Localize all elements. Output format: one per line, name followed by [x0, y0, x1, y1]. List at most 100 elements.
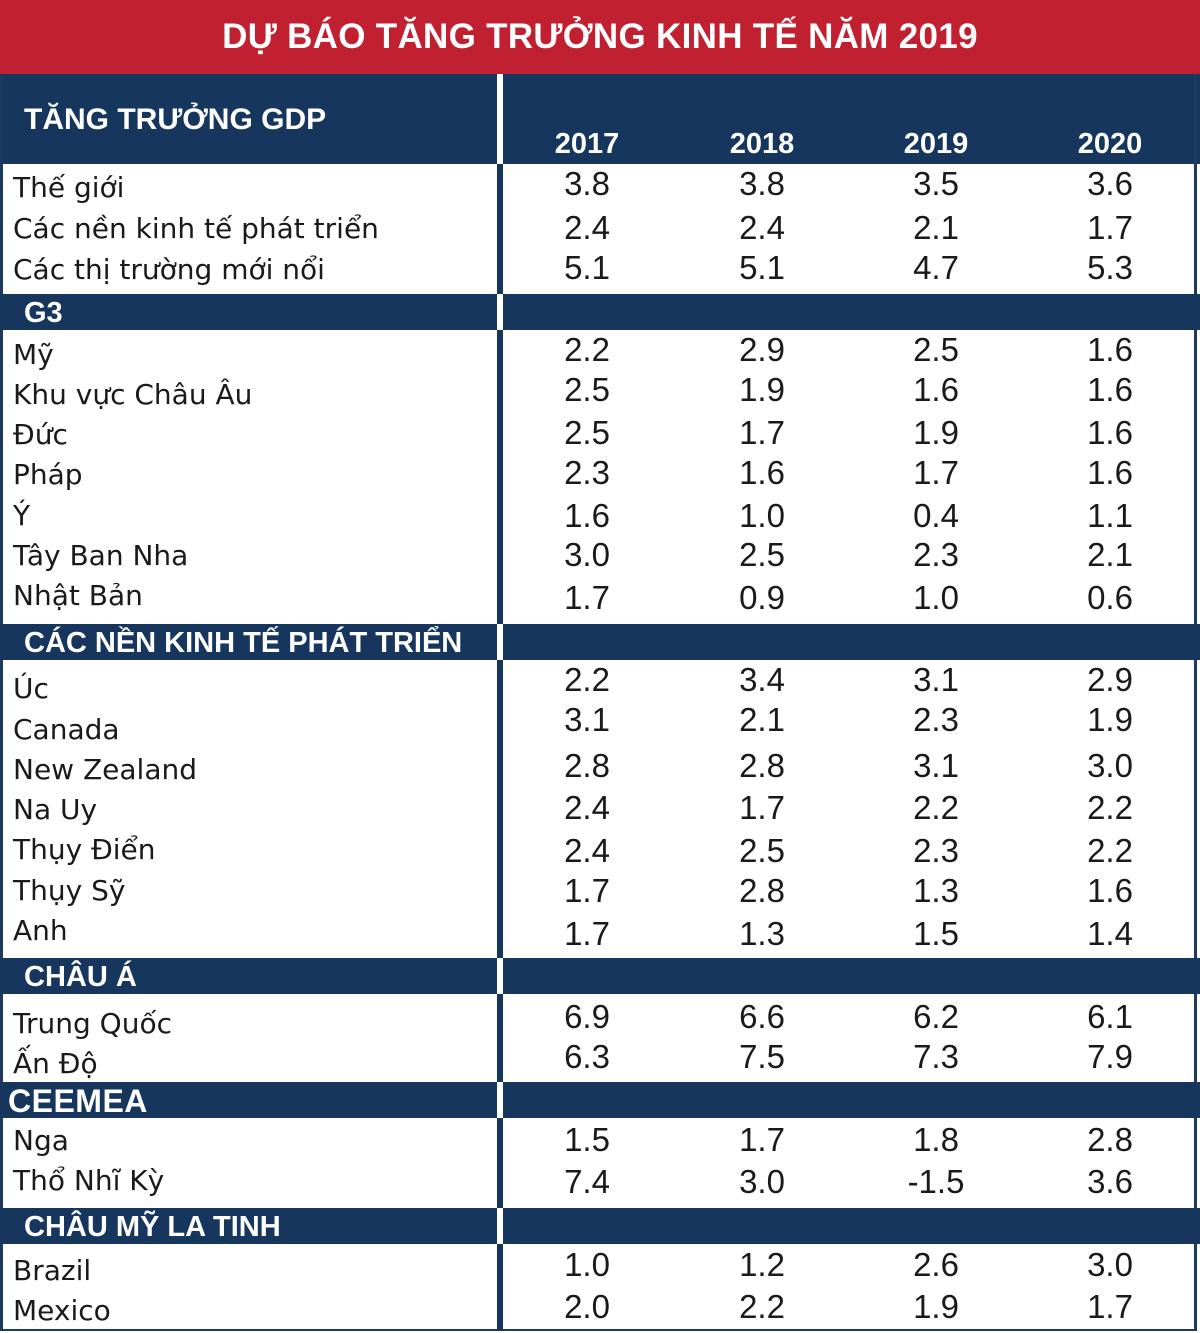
value-cell: 2.3 [913, 832, 959, 869]
section-header-band-right [503, 1082, 1200, 1118]
value-cell: 0.9 [739, 579, 785, 616]
year-header-2017: 2017 [554, 128, 620, 160]
column-divider [497, 1118, 503, 1208]
value-cell: 3.1 [564, 701, 610, 738]
value-cell: 3.1 [913, 747, 959, 784]
value-cell: 3.0 [1087, 747, 1133, 784]
value-cell: 3.5 [913, 165, 959, 202]
value-cell: 2.8 [564, 747, 610, 784]
value-cell: 2.3 [913, 536, 959, 573]
year-header-2019: 2019 [903, 128, 969, 160]
value-cell: 1.4 [1087, 915, 1133, 952]
value-cell: 1.7 [1087, 1288, 1133, 1325]
row-label-thuy-sy: Thụy Sỹ [13, 874, 126, 907]
value-cell: 1.7 [564, 579, 610, 616]
value-cell: 3.6 [1087, 165, 1133, 202]
table-frame [0, 74, 1197, 1331]
value-cell: 1.6 [564, 497, 610, 534]
column-divider [497, 164, 503, 294]
value-cell: 2.5 [739, 832, 785, 869]
row-label-nga: Nga [13, 1124, 69, 1157]
value-cell: 1.6 [913, 371, 959, 408]
value-cell: 3.8 [564, 165, 610, 202]
value-cell: 1.6 [1087, 414, 1133, 451]
value-cell: 2.2 [739, 1288, 785, 1325]
value-cell: 1.0 [913, 579, 959, 616]
value-cell: 1.9 [739, 371, 785, 408]
section-header-band [0, 1082, 497, 1118]
value-cell: 2.1 [913, 209, 959, 246]
value-cell: 2.1 [1087, 536, 1133, 573]
row-label-na-uy: Na Uy [13, 793, 98, 826]
section-header-band-right [503, 1208, 1200, 1244]
section-header-band [0, 624, 497, 660]
value-cell: 0.6 [1087, 579, 1133, 616]
value-cell: 1.0 [564, 1246, 610, 1283]
value-cell: 2.6 [913, 1246, 959, 1283]
row-label-trung-quoc: Trung Quốc [13, 1007, 172, 1040]
value-cell: 2.5 [564, 414, 610, 451]
value-cell: 5.1 [739, 249, 785, 286]
row-label-tho-nhi-ky: Thổ Nhĩ Kỳ [13, 1164, 165, 1197]
value-cell: 2.8 [1087, 1121, 1133, 1158]
row-label-cac-nen-kinh-te-phat-trien: Các nền kinh tế phát triển [13, 212, 379, 245]
value-cell: 6.3 [564, 1038, 610, 1075]
row-label-an-do: Ấn Độ [13, 1047, 98, 1080]
value-cell: 2.2 [564, 331, 610, 368]
value-cell: 7.4 [564, 1163, 610, 1200]
section-title-cac-nen-kinh-te-phat-trien: CÁC NỀN KINH TẾ PHÁT TRIỂN [24, 627, 463, 659]
value-cell: 1.2 [739, 1246, 785, 1283]
value-cell: 7.9 [1087, 1038, 1133, 1075]
value-cell: 2.4 [564, 209, 610, 246]
value-cell: 2.2 [1087, 789, 1133, 826]
year-header-2020: 2020 [1077, 128, 1143, 160]
value-cell: 1.9 [913, 414, 959, 451]
value-cell: 6.1 [1087, 998, 1133, 1035]
row-label-thuy-dien: Thụy Điển [13, 833, 156, 866]
value-cell: 5.1 [564, 249, 610, 286]
value-cell: 3.6 [1087, 1163, 1133, 1200]
value-cell: 1.7 [1087, 209, 1133, 246]
year-header-2018: 2018 [729, 128, 795, 160]
row-label-khu-vuc-chau-au: Khu vực Châu Âu [13, 378, 253, 411]
value-cell: 1.1 [1087, 497, 1133, 534]
value-cell: 2.3 [564, 454, 610, 491]
value-cell: 5.3 [1087, 249, 1133, 286]
value-cell: 1.6 [1087, 371, 1133, 408]
value-cell: 1.7 [739, 789, 785, 826]
row-label-mexico: Mexico [13, 1294, 111, 1327]
row-label-phap: Pháp [13, 458, 83, 491]
value-cell: 1.7 [739, 1121, 785, 1158]
column-divider [497, 660, 503, 958]
section-header-band [0, 294, 497, 330]
value-cell: 1.3 [739, 915, 785, 952]
table-title: DỰ BÁO TĂNG TRƯỞNG KINH TẾ NĂM 2019 [0, 0, 1200, 74]
value-cell: 2.1 [739, 701, 785, 738]
value-cell: 2.4 [564, 789, 610, 826]
value-cell: 4.7 [913, 249, 959, 286]
row-label-new-zealand: New Zealand [13, 753, 197, 786]
value-cell: 2.8 [739, 872, 785, 909]
section-title-g3: G3 [24, 297, 63, 329]
value-cell: 3.1 [913, 661, 959, 698]
value-cell: 7.5 [739, 1038, 785, 1075]
value-cell: 6.6 [739, 998, 785, 1035]
value-cell: 2.2 [1087, 832, 1133, 869]
value-cell: 1.5 [913, 915, 959, 952]
value-cell: 1.8 [913, 1121, 959, 1158]
section-header-band-right [503, 958, 1200, 994]
value-cell: -1.5 [907, 1163, 965, 1200]
value-cell: 2.9 [1087, 661, 1133, 698]
value-cell: 1.7 [913, 454, 959, 491]
value-cell: 2.8 [739, 747, 785, 784]
section-title-chau-a: CHÂU Á [24, 961, 137, 993]
section-title-chau-my-la-tinh: CHÂU MỸ LA TINH [24, 1211, 281, 1243]
row-label-my: Mỹ [13, 338, 54, 371]
value-cell: 2.3 [913, 701, 959, 738]
column-divider [497, 1244, 503, 1331]
value-cell: 2.4 [739, 209, 785, 246]
row-label-duc: Đức [13, 418, 68, 451]
value-cell: 1.7 [564, 872, 610, 909]
value-cell: 2.0 [564, 1288, 610, 1325]
